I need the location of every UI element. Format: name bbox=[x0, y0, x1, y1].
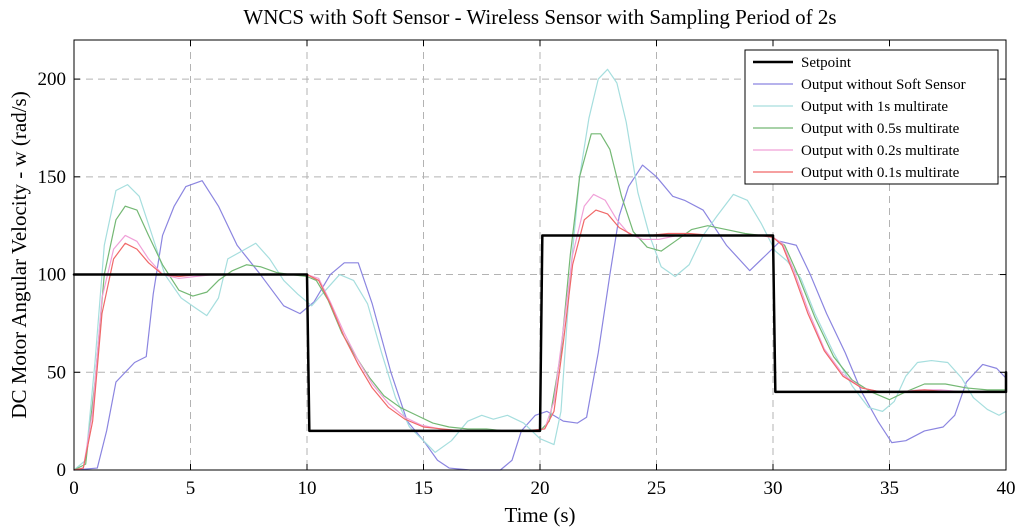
x-axis-label: Time (s) bbox=[505, 503, 576, 527]
x-tick-label: 15 bbox=[414, 478, 433, 499]
series-line-output-with-1s-multirate bbox=[73, 68, 1007, 471]
legend-box bbox=[744, 49, 999, 185]
legend-entry-label: Output with 0.5s multirate bbox=[801, 121, 960, 137]
x-tick-label: 10 bbox=[298, 478, 317, 499]
y-tick-label: 50 bbox=[47, 362, 66, 383]
x-tick-label: 20 bbox=[531, 478, 550, 499]
legend-entry-label: Output with 1s multirate bbox=[801, 99, 948, 115]
y-tick-label: 100 bbox=[38, 265, 67, 286]
y-axis-label: DC Motor Angular Velocity - w (rad/s) bbox=[7, 91, 31, 418]
legend-entry-label: Setpoint bbox=[801, 55, 852, 71]
x-ticks: 0 5 10 15 20 25 30 35 40 bbox=[69, 40, 1016, 499]
legend: Setpoint Output without Soft Sensor Output… bbox=[744, 49, 999, 185]
chart-title: WNCS with Soft Sensor - Wireless Sensor … bbox=[243, 5, 836, 29]
x-tick-label: 5 bbox=[186, 478, 196, 499]
y-tick-label: 0 bbox=[57, 460, 67, 481]
y-tick-label: 150 bbox=[38, 167, 67, 188]
legend-entry-label: Output with 0.1s multirate bbox=[801, 165, 960, 181]
y-tick-label: 200 bbox=[38, 69, 67, 90]
series-line-output-with-0-1s-multirate bbox=[73, 209, 1007, 471]
series-group bbox=[72, 68, 1008, 471]
legend-entry-label: Output without Soft Sensor bbox=[801, 77, 966, 93]
legend-entry-label: Output with 0.2s multirate bbox=[801, 143, 960, 159]
x-tick-label: 40 bbox=[997, 478, 1016, 499]
x-tick-label: 35 bbox=[880, 478, 899, 499]
series-line-setpoint bbox=[72, 234, 1008, 433]
x-tick-label: 25 bbox=[647, 478, 666, 499]
x-tick-label: 30 bbox=[764, 478, 783, 499]
y-ticks: 0 50 100 150 200 bbox=[38, 69, 1006, 481]
x-tick-label: 0 bbox=[69, 478, 79, 499]
